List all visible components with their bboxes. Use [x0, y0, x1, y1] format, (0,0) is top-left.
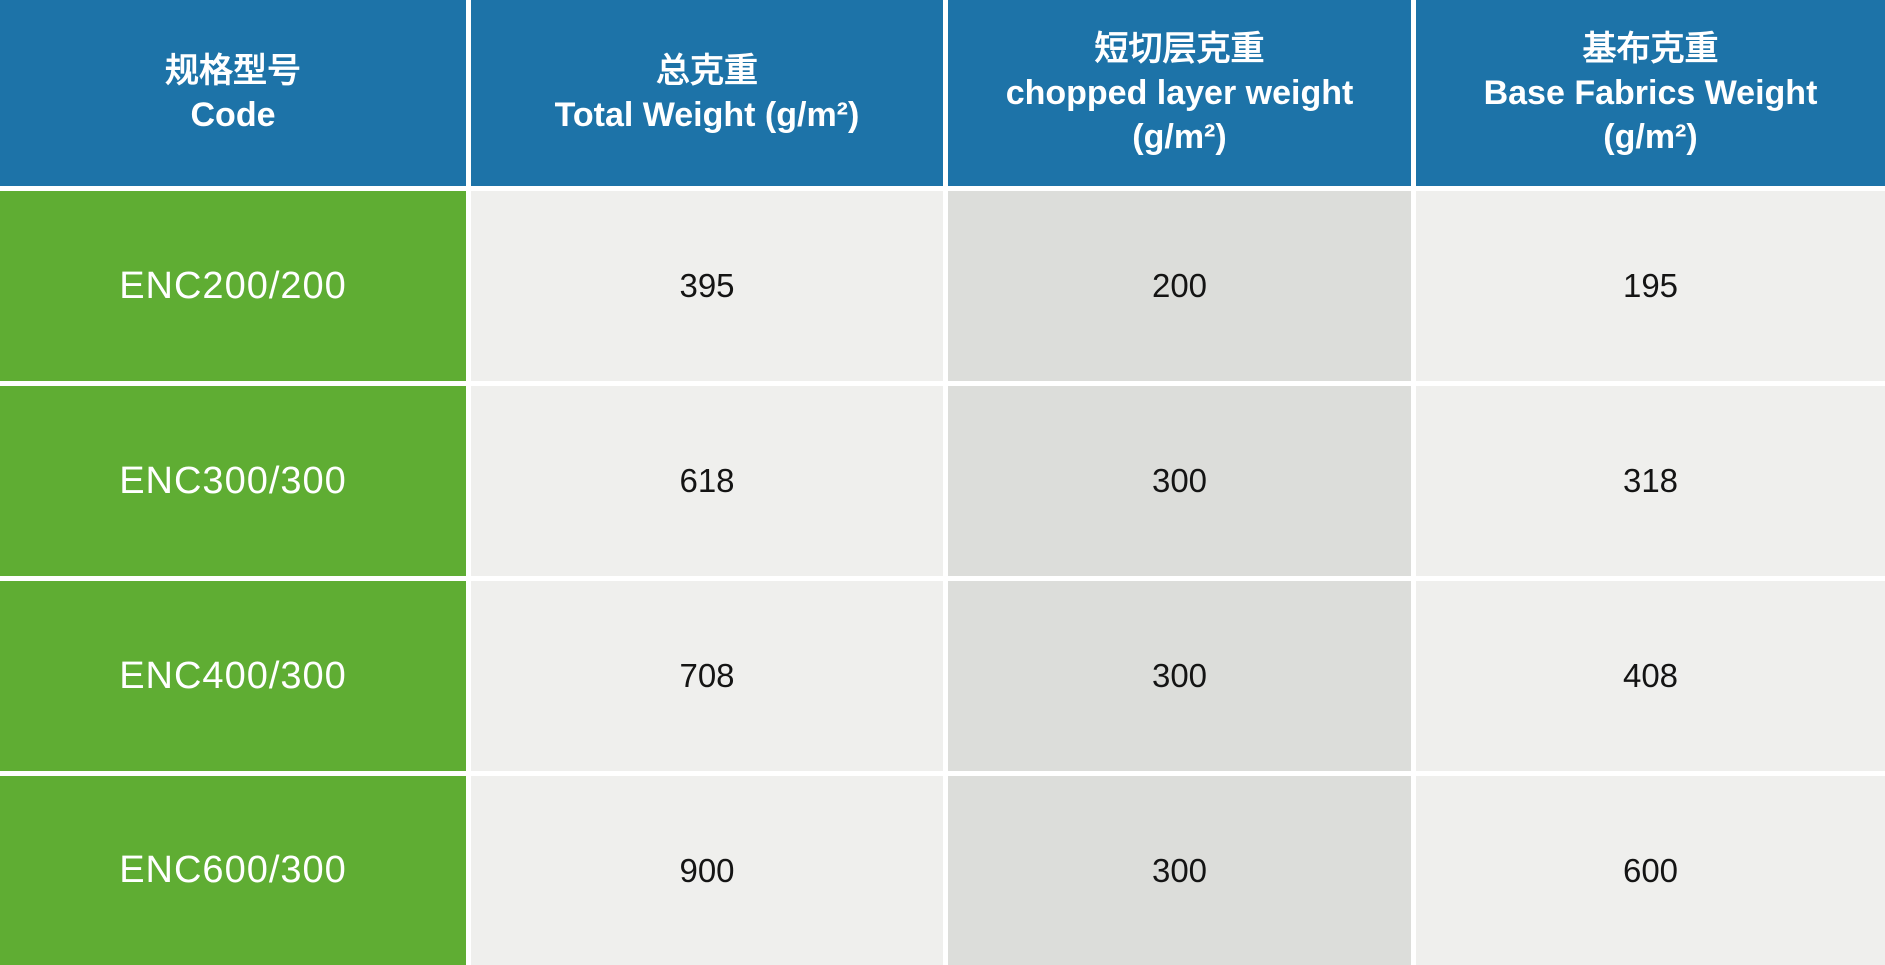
header-cell-total-weight: 总克重 Total Weight (g/m²) [471, 0, 943, 186]
row-2-chopped-layer-weight-cell: 300 [948, 581, 1411, 771]
row-1-code-cell: ENC300/300 [0, 386, 466, 576]
row-1-base-fabric-weight-cell: 318 [1416, 386, 1885, 576]
row-0-total-weight-cell: 395 [471, 191, 943, 381]
header-base-fabric-en: Base Fabrics Weight [1483, 74, 1818, 112]
row-0-chopped-layer-weight-cell: 200 [948, 191, 1411, 381]
header-total-weight-zh: 总克重 [656, 52, 758, 90]
row-0-base-fabric-weight-cell: 195 [1416, 191, 1885, 381]
row-2-total-weight-cell: 708 [471, 581, 943, 771]
header-chopped-zh: 短切层克重 [1094, 30, 1265, 68]
row-3-base-fabric-weight-cell: 600 [1416, 776, 1885, 965]
header-base-fabric-zh: 基布克重 [1582, 30, 1719, 68]
row-3-chopped-layer-weight-cell: 300 [948, 776, 1411, 965]
header-chopped-unit: (g/m²) [1132, 118, 1227, 156]
header-cell-chopped-layer-weight: 短切层克重 chopped layer weight (g/m²) [948, 0, 1411, 186]
row-1-chopped-layer-weight-cell: 300 [948, 386, 1411, 576]
header-base-fabric-unit: (g/m²) [1603, 118, 1698, 156]
row-0-code-cell: ENC200/200 [0, 191, 466, 381]
header-total-weight-en: Total Weight (g/m²) [554, 96, 860, 134]
header-chopped-en: chopped layer weight [1005, 74, 1354, 112]
row-2-base-fabric-weight-cell: 408 [1416, 581, 1885, 771]
row-3-total-weight-cell: 900 [471, 776, 943, 965]
header-code-en: Code [190, 96, 276, 134]
header-cell-code: 规格型号 Code [0, 0, 466, 186]
header-cell-base-fabric-weight: 基布克重 Base Fabrics Weight (g/m²) [1416, 0, 1885, 186]
header-code-zh: 规格型号 [165, 52, 301, 90]
row-2-code-cell: ENC400/300 [0, 581, 466, 771]
row-1-total-weight-cell: 618 [471, 386, 943, 576]
row-3-code-cell: ENC600/300 [0, 776, 466, 965]
